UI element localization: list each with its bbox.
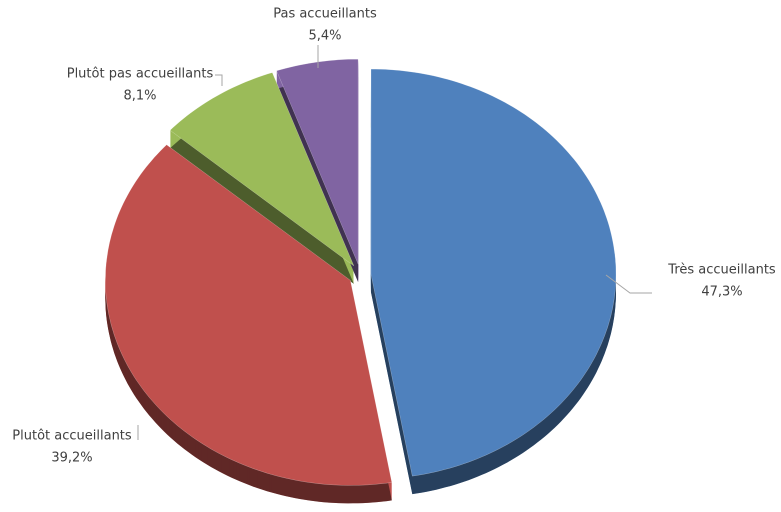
category-label: Très accueillants [667, 263, 776, 278]
leader-line [605, 274, 652, 294]
value-label: 39,2% [51, 451, 92, 466]
category-label: Plutôt pas accueillants [67, 67, 214, 82]
category-label: Pas accueillants [273, 7, 377, 22]
value-label: 5,4% [308, 29, 341, 44]
category-label: Plutôt accueillants [12, 429, 132, 444]
slice [370, 68, 617, 477]
slice [276, 58, 359, 265]
value-label: 8,1% [123, 89, 156, 104]
value-label: 47,3% [701, 285, 742, 300]
slice [169, 72, 355, 267]
slice [105, 144, 393, 486]
leader-line [215, 74, 223, 86]
